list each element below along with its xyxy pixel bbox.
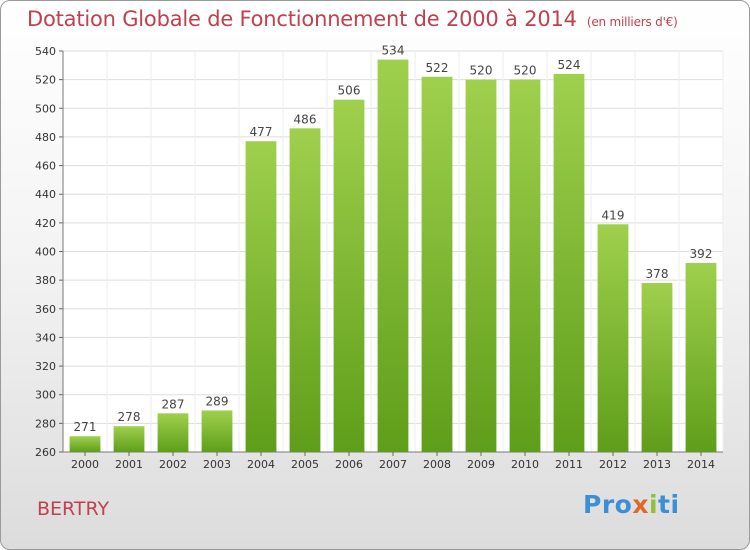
y-tick-label: 340 bbox=[35, 331, 56, 344]
value-label-2008: 522 bbox=[426, 61, 449, 75]
x-tick-label-2006: 2006 bbox=[335, 458, 363, 471]
bar-2010 bbox=[509, 79, 541, 453]
y-tick-label: 440 bbox=[35, 188, 56, 201]
y-tick-label: 540 bbox=[35, 45, 56, 58]
value-label-2010: 520 bbox=[514, 64, 537, 78]
value-label-2013: 378 bbox=[646, 267, 669, 281]
value-label-2009: 520 bbox=[470, 64, 493, 78]
bar-2009 bbox=[465, 79, 497, 453]
y-tick-label: 360 bbox=[35, 303, 56, 316]
bar-2000 bbox=[69, 436, 101, 452]
y-tick-label: 520 bbox=[35, 74, 56, 87]
bar-2004 bbox=[245, 141, 277, 452]
y-tick-label: 280 bbox=[35, 417, 56, 430]
value-label-2011: 524 bbox=[558, 58, 581, 72]
bar-2011 bbox=[553, 73, 585, 453]
value-label-2006: 506 bbox=[338, 84, 361, 98]
chart-subtitle: (en milliers d'€) bbox=[586, 15, 678, 29]
bar-2012 bbox=[597, 224, 629, 452]
y-tick-label: 500 bbox=[35, 102, 56, 115]
value-label-2007: 534 bbox=[382, 44, 405, 58]
proxiti-logo: Proxiti bbox=[583, 490, 680, 519]
y-tick-label: 480 bbox=[35, 131, 56, 144]
chart-title-text: Dotation Globale de Fonctionnement de 20… bbox=[27, 7, 577, 31]
bar-2002 bbox=[157, 413, 189, 452]
bar-2003 bbox=[201, 410, 233, 452]
y-tick-label: 460 bbox=[35, 160, 56, 173]
value-label-2005: 486 bbox=[294, 112, 317, 126]
y-tick-label: 380 bbox=[35, 274, 56, 287]
logo-part-4: ti bbox=[658, 490, 680, 519]
x-tick-label-2007: 2007 bbox=[379, 458, 407, 471]
x-tick-label-2002: 2002 bbox=[159, 458, 187, 471]
y-tick-label: 320 bbox=[35, 360, 56, 373]
x-tick-label-2011: 2011 bbox=[555, 458, 583, 471]
x-tick-label-2004: 2004 bbox=[247, 458, 275, 471]
bar-2001 bbox=[113, 426, 145, 452]
x-tick-label-2001: 2001 bbox=[115, 458, 143, 471]
value-label-2003: 289 bbox=[206, 394, 229, 408]
bar-2005 bbox=[289, 128, 321, 452]
y-tick-label: 260 bbox=[35, 446, 56, 459]
logo-part-1: Pro bbox=[583, 490, 633, 519]
value-label-2012: 419 bbox=[602, 208, 625, 222]
y-tick-label: 300 bbox=[35, 389, 56, 402]
y-tick-label: 400 bbox=[35, 246, 56, 259]
x-tick-label-2005: 2005 bbox=[291, 458, 319, 471]
y-tick-label: 420 bbox=[35, 217, 56, 230]
x-tick-label-2014: 2014 bbox=[687, 458, 715, 471]
bar-2007 bbox=[377, 59, 409, 452]
city-name: BERTRY bbox=[37, 498, 110, 520]
bar-2014 bbox=[685, 262, 717, 452]
x-tick-label-2010: 2010 bbox=[511, 458, 539, 471]
value-label-2002: 287 bbox=[162, 397, 185, 411]
x-tick-label-2012: 2012 bbox=[599, 458, 627, 471]
x-tick-label-2013: 2013 bbox=[643, 458, 671, 471]
x-tick-label-2009: 2009 bbox=[467, 458, 495, 471]
value-label-2014: 392 bbox=[690, 247, 713, 261]
x-tick-label-2000: 2000 bbox=[71, 458, 99, 471]
value-label-2004: 477 bbox=[250, 125, 273, 139]
logo-part-2: x bbox=[632, 490, 649, 519]
bar-2013 bbox=[641, 283, 673, 452]
bar-2006 bbox=[333, 99, 365, 452]
bar-2008 bbox=[421, 76, 453, 453]
value-label-2001: 278 bbox=[118, 410, 141, 424]
value-label-2000: 271 bbox=[74, 420, 97, 434]
x-tick-label-2003: 2003 bbox=[203, 458, 231, 471]
logo-part-3: i bbox=[648, 490, 659, 519]
x-tick-label-2008: 2008 bbox=[423, 458, 451, 471]
chart-title: Dotation Globale de Fonctionnement de 20… bbox=[27, 7, 678, 31]
